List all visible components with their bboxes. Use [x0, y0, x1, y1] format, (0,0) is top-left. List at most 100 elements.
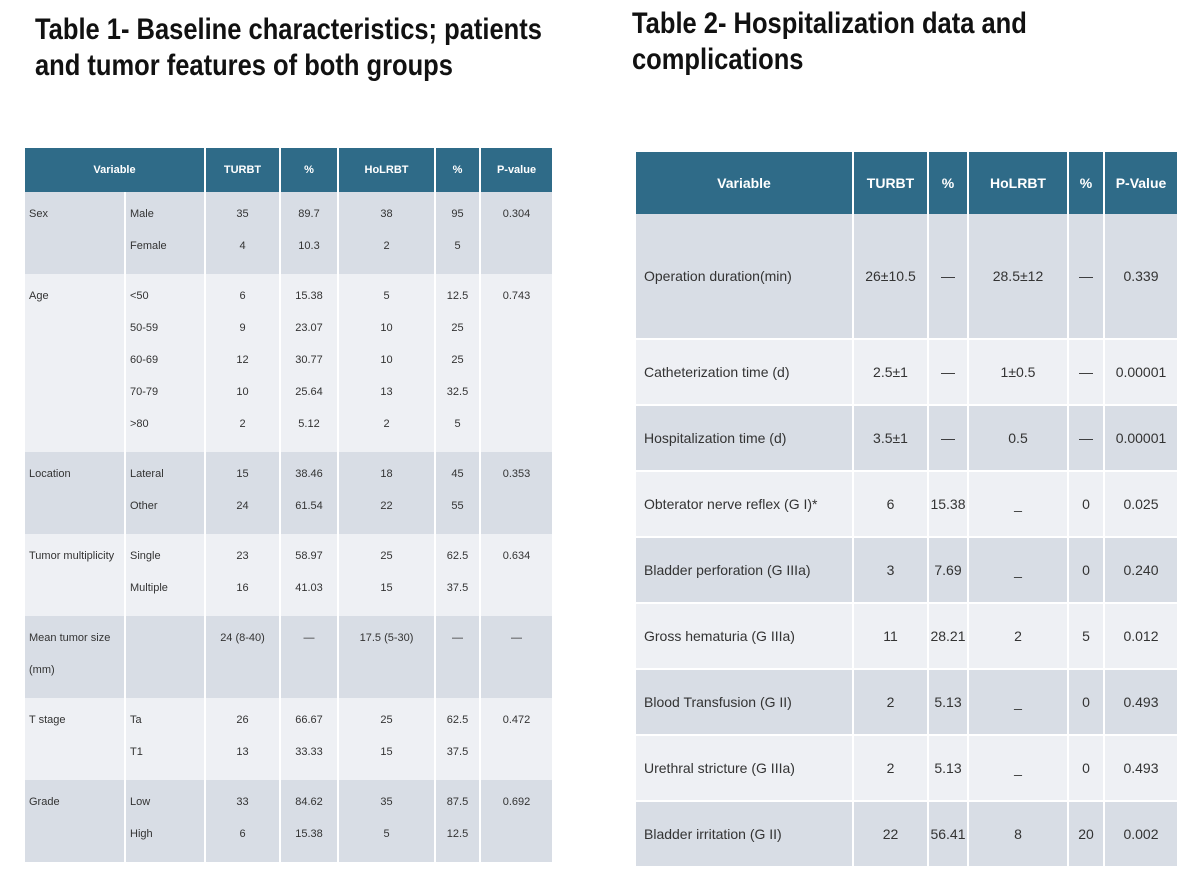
value-cell: —: [928, 339, 969, 406]
header-cell: Variable: [25, 148, 207, 192]
value-cell: 15: [338, 736, 437, 780]
header-cell: %: [435, 148, 482, 192]
header-cell: P-Value: [1104, 152, 1179, 214]
value-cell: 20: [1068, 801, 1105, 868]
value-cell: 61.54: [280, 490, 340, 534]
value-cell: 23: [205, 534, 282, 572]
variable-cell: Mean tumor size (mm): [25, 616, 126, 698]
sub-cell: 50-59: [125, 312, 207, 344]
value-cell: 0.493: [1104, 669, 1179, 736]
variable-cell: Obterator nerve reflex (G I)*: [636, 471, 854, 538]
value-cell: 5.12: [280, 408, 340, 452]
table: Variable TURBT% HoLRBT% P-value Sex Male 35 89…: [25, 148, 555, 862]
sub-cell: High: [125, 818, 207, 862]
value-cell: 3: [853, 537, 929, 604]
value-cell: 11: [853, 603, 929, 670]
value-cell: 18: [338, 452, 437, 490]
value-cell: 0.240: [1104, 537, 1179, 604]
table: Variable TURBT% HoLRBT% P-Value Operation d…: [636, 152, 1179, 868]
value-cell: 66.67: [280, 698, 340, 736]
variable-cell: Age: [25, 274, 126, 452]
value-cell: 5: [1068, 603, 1105, 670]
value-cell: 0: [1068, 537, 1105, 604]
variable-cell: Bladder irritation (G II): [636, 801, 854, 868]
sub-cell: Single: [125, 534, 207, 572]
value-cell: 2: [205, 408, 282, 452]
value-cell: 35: [338, 780, 437, 818]
value-cell: 62.5: [435, 534, 482, 572]
value-cell: 15: [205, 452, 282, 490]
row: Bladder perforation (G IIIa) 3 7.69 _ 0 0.240: [636, 537, 1179, 604]
value-cell: 15.38: [280, 274, 340, 312]
sub-cell: 70-79: [125, 376, 207, 408]
value-cell: 5.13: [928, 669, 969, 736]
value-cell: 0.493: [1104, 735, 1179, 802]
value-cell: 2: [853, 735, 929, 802]
row: Grade Low 33 84.62 35 87.5 0.692: [25, 780, 555, 862]
value-cell: 5: [338, 818, 437, 862]
row: 70-79 10 25.64 13 32.5: [25, 376, 553, 408]
value-cell: —: [928, 405, 969, 472]
value-cell: 2: [853, 669, 929, 736]
table-title: Table 1- Baseline characteristics; patie…: [35, 13, 542, 82]
value-cell: 6: [205, 274, 282, 312]
variable-cell: Bladder perforation (G IIIa): [636, 537, 854, 604]
value-cell: 95: [435, 192, 482, 230]
value-cell: 58.97: [280, 534, 340, 572]
variable-cell: Operation duration(min): [636, 214, 854, 340]
value-cell: 33: [205, 780, 282, 818]
value-cell: 12.5: [435, 274, 482, 312]
value-cell: 13: [338, 376, 437, 408]
variable-cell: T stage: [25, 698, 126, 780]
value-cell: 25: [435, 312, 482, 344]
value-cell: 0: [1068, 669, 1105, 736]
header-cell: P-value: [480, 148, 555, 192]
row-group: Location Lateral 15 38.46 18 45 0.353 Other 24 61…: [25, 452, 555, 534]
value-cell: 0.025: [1104, 471, 1179, 538]
p-value-cell: 0.634: [480, 534, 555, 616]
sub-cell: [125, 616, 207, 698]
value-cell: 84.62: [280, 780, 340, 818]
row: T1 13 33.33 15 37.5: [25, 736, 553, 780]
value-cell: 35: [205, 192, 282, 230]
value-cell: 32.5: [435, 376, 482, 408]
row: Bladder irritation (G II) 22 56.41 8 20 0.002: [636, 801, 1179, 868]
value-cell: 12: [205, 344, 282, 376]
row: High 6 15.38 5 12.5: [25, 818, 553, 862]
value-cell: 33.33: [280, 736, 340, 780]
value-cell: 10: [338, 344, 437, 376]
value-cell: 15: [338, 572, 437, 616]
row: Obterator nerve reflex (G I)* 6 15.38 _ 0 0.0…: [636, 471, 1179, 538]
value-cell: 0.5: [968, 405, 1069, 472]
value-cell: 87.5: [435, 780, 482, 818]
value-cell: 30.77: [280, 344, 340, 376]
value-cell: 13: [205, 736, 282, 780]
variable-cell: Grade: [25, 780, 126, 862]
value-cell: —: [1068, 339, 1105, 406]
value-cell: 2: [338, 230, 437, 274]
value-cell: 24: [205, 490, 282, 534]
row: Other 24 61.54 22 55: [25, 490, 553, 534]
value-cell: 7.69: [928, 537, 969, 604]
value-cell: 24 (8-40): [205, 616, 282, 698]
value-cell: 25: [338, 534, 437, 572]
row: T stage Ta 26 66.67 25 62.5 0.472: [25, 698, 555, 780]
value-cell: 3.5±1: [853, 405, 929, 472]
row: Female 4 10.3 2 5: [25, 230, 553, 274]
value-cell: 8: [968, 801, 1069, 868]
row-group: Age <50 6 15.38 5 12.5 0.743 50-59 9 23.07 10 25 60-…: [25, 274, 555, 452]
value-cell: _: [968, 471, 1069, 538]
value-cell: 10.3: [280, 230, 340, 274]
sub-cell: Ta: [125, 698, 207, 736]
value-cell: _: [968, 669, 1069, 736]
value-cell: 6: [205, 818, 282, 862]
value-cell: 25.64: [280, 376, 340, 408]
p-value-cell: 0.743: [480, 274, 555, 452]
sub-cell: Low: [125, 780, 207, 818]
header-cell: %: [280, 148, 340, 192]
row: Sex Male 35 89.7 38 95 0.304: [25, 192, 555, 274]
value-cell: 2.5±1: [853, 339, 929, 406]
row: Blood Transfusion (G II) 2 5.13 _ 0 0.493: [636, 669, 1179, 736]
variable-cell: Location: [25, 452, 126, 534]
row: Hospitalization time (d) 3.5±1—0.5—0.0000…: [636, 405, 1179, 472]
